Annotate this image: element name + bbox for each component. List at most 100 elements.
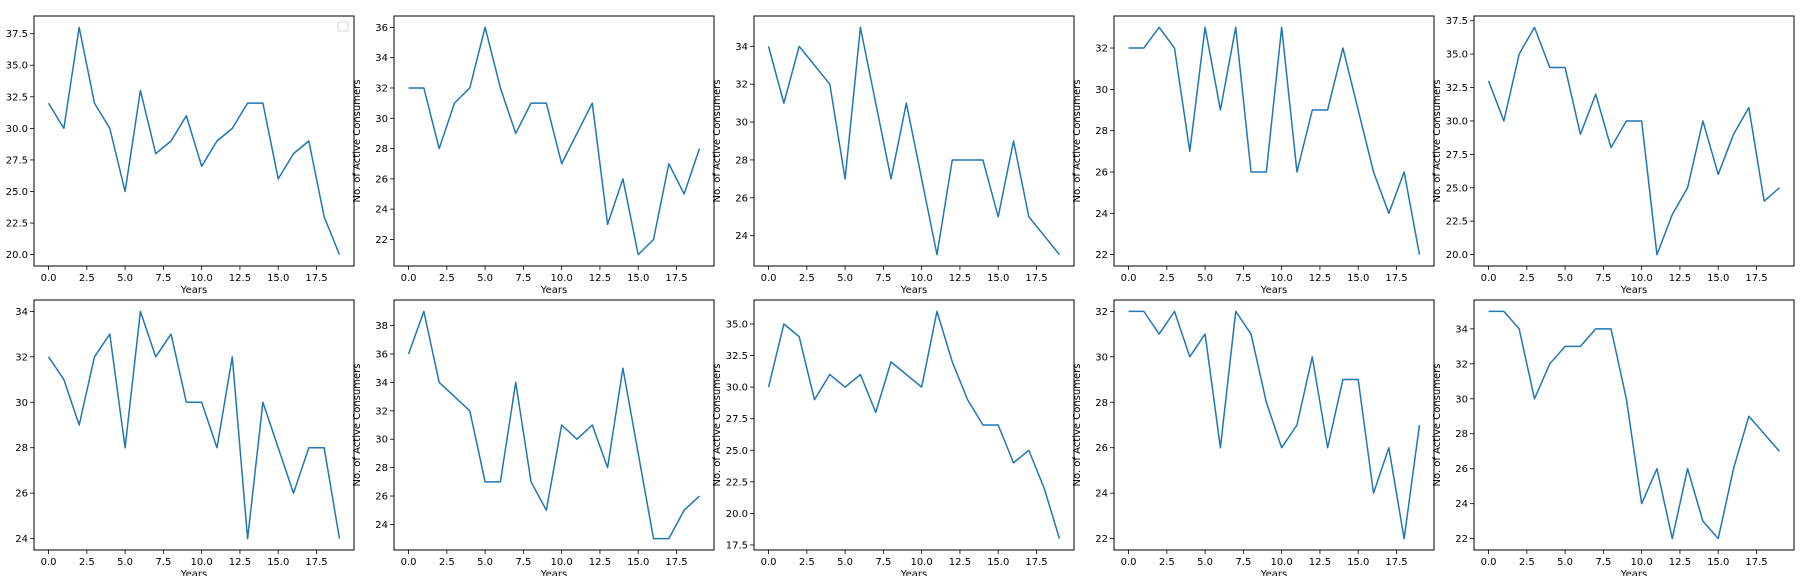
y-tick-label: 27.5: [6, 155, 28, 166]
y-tick-label: 30: [1095, 352, 1108, 363]
x-tick-label: 2.5: [799, 273, 815, 284]
y-tick-label: 30: [375, 435, 388, 446]
x-tick-label: 7.5: [1235, 557, 1251, 568]
y-axis-label: No. of Active Consumers: [352, 364, 363, 487]
x-axis-label: Years: [1260, 285, 1287, 296]
y-tick-label: 32.5: [726, 351, 748, 362]
x-tick-label: 5.0: [1557, 557, 1573, 568]
x-tick-label: 2.5: [439, 273, 455, 284]
x-axis-label: Years: [900, 285, 927, 296]
legend-box: [337, 21, 349, 32]
x-tick-label: 15.0: [987, 557, 1009, 568]
x-tick-label: 17.5: [305, 273, 327, 284]
y-tick-label: 32: [375, 83, 388, 94]
y-tick-label: 32: [735, 80, 748, 91]
x-axis-label: Years: [180, 285, 207, 296]
x-tick-label: 10.0: [551, 273, 573, 284]
x-tick-label: 2.5: [1519, 273, 1535, 284]
x-tick-label: 7.5: [155, 557, 171, 568]
y-tick-label: 34: [375, 378, 388, 389]
x-tick-label: 0.0: [41, 273, 57, 284]
y-axis-label: No. of Active Consumers: [1072, 364, 1083, 487]
x-tick-label: 17.5: [1025, 557, 1047, 568]
y-axis-label: No. of Active Consumers: [352, 80, 363, 203]
y-tick-label: 30: [1095, 85, 1108, 96]
y-tick-label: 24: [375, 205, 388, 216]
y-tick-label: 37.5: [1446, 16, 1468, 27]
y-tick-label: 34: [1455, 324, 1468, 335]
subplot-1: 0.0 2.5 5.0 7.5 10.0 12.5 15.0 17.5 20.0 22.5 25.0…: [6, 15, 355, 296]
y-tick-label: 32.5: [6, 92, 28, 103]
subplot-2: 0.0 2.5 5.0 7.5 10.0 12.5 15.0 17.5 22 24 26 28 30 32…: [352, 15, 715, 296]
x-tick-label: 5.0: [477, 273, 493, 284]
series-line: [47, 26, 341, 255]
y-tick-label: 28: [1095, 398, 1108, 409]
x-tick-label: 2.5: [79, 273, 95, 284]
y-axis-label: No. of Active Consumers: [1432, 80, 1443, 203]
series-line: [1487, 26, 1780, 256]
y-tick-label: 34: [735, 42, 748, 53]
y-tick-label: 30: [375, 114, 388, 125]
y-tick-label: 36: [375, 23, 388, 34]
x-tick-label: 5.0: [1557, 273, 1573, 284]
y-tick-label: 28: [1455, 429, 1468, 440]
x-tick-label: 10.0: [1271, 557, 1293, 568]
y-axis-label: No. of Active Consumers: [1072, 80, 1083, 203]
x-tick-label: 5.0: [117, 557, 133, 568]
y-tick-label: 26: [375, 492, 388, 503]
x-tick-label: 7.5: [155, 273, 171, 284]
y-tick-label: 35.0: [726, 319, 748, 330]
y-tick-label: 24: [375, 520, 388, 531]
series-line: [1128, 26, 1421, 255]
x-tick-label: 10.0: [191, 557, 213, 568]
y-tick-label: 28: [735, 155, 748, 166]
y-tick-label: 30.0: [726, 383, 748, 394]
x-axis-label: Years: [540, 569, 567, 576]
y-tick-label: 28: [15, 443, 28, 454]
subplot-8: 0.0 2.5 5.0 7.5 10.0 12.5 15.0 17.5 17.5 20.0 22.5…: [712, 299, 1075, 576]
x-tick-label: 12.5: [229, 273, 251, 284]
y-tick-label: 27.5: [726, 414, 748, 425]
y-tick-label: 22.5: [6, 219, 28, 230]
subplot-5: 0.0 2.5 5.0 7.5 10.0 12.5 15.0 17.5 20.0 22.5 25.0…: [1432, 15, 1795, 296]
x-tick-label: 15.0: [1347, 273, 1369, 284]
y-tick-label: 25.0: [1446, 183, 1468, 194]
y-tick-label: 32: [15, 352, 28, 363]
axes-frame: [1473, 299, 1795, 551]
x-tick-label: 12.5: [229, 557, 251, 568]
y-tick-label: 28: [1095, 126, 1108, 137]
y-tick-label: 30: [1455, 394, 1468, 405]
x-tick-label: 7.5: [515, 557, 531, 568]
y-tick-label: 22: [1455, 534, 1468, 545]
y-tick-label: 22: [1095, 534, 1108, 545]
y-tick-label: 28: [375, 463, 388, 474]
y-tick-label: 32.5: [1446, 83, 1468, 94]
x-tick-label: 2.5: [79, 557, 95, 568]
x-tick-label: 7.5: [1595, 557, 1611, 568]
y-tick-label: 26: [1095, 443, 1108, 454]
x-tick-label: 12.5: [949, 557, 971, 568]
x-axis-label: Years: [540, 285, 567, 296]
y-tick-label: 35.0: [6, 61, 28, 72]
series-line: [1128, 310, 1421, 540]
y-tick-label: 22.5: [1446, 217, 1468, 228]
y-tick-label: 38: [375, 321, 388, 332]
x-axis-label: Years: [1260, 569, 1287, 576]
y-tick-label: 25.0: [726, 446, 748, 457]
axes-frame: [1113, 299, 1435, 551]
x-tick-label: 5.0: [1197, 273, 1213, 284]
x-tick-label: 7.5: [1235, 273, 1251, 284]
y-tick-label: 32: [1095, 307, 1108, 318]
subplot-4: 0.0 2.5 5.0 7.5 10.0 12.5 15.0 17.5 22 24 26 28 30 32…: [1072, 15, 1435, 296]
x-tick-label: 0.0: [1481, 273, 1497, 284]
y-tick-label: 30: [15, 398, 28, 409]
y-tick-label: 26: [15, 489, 28, 500]
x-axis-label: Years: [900, 569, 927, 576]
x-tick-label: 17.5: [665, 273, 687, 284]
x-tick-label: 5.0: [117, 273, 133, 284]
series-line: [767, 26, 1061, 256]
y-tick-label: 28: [375, 144, 388, 155]
x-axis-label: Years: [180, 569, 207, 576]
y-tick-label: 20.0: [1446, 250, 1468, 261]
y-tick-label: 26: [1095, 167, 1108, 178]
